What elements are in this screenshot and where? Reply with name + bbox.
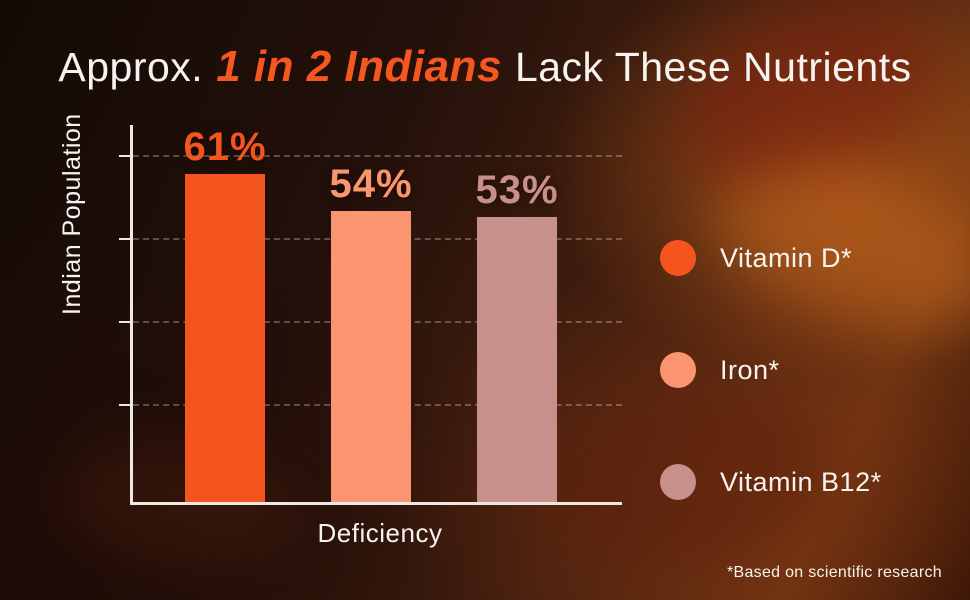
bar-group-iron: 54% xyxy=(329,125,413,502)
legend-item-vitamin-b12: Vitamin B12* xyxy=(660,464,882,500)
bar-group-vitamin-b12: 53% xyxy=(475,125,559,502)
title-highlight: 1 in 2 Indians xyxy=(216,42,502,91)
legend-item-vitamin-d: Vitamin D* xyxy=(660,240,882,276)
legend-label: Vitamin B12* xyxy=(720,466,882,497)
bar-group-vitamin-d: 61% xyxy=(183,125,267,502)
bar-iron xyxy=(331,211,411,502)
y-axis-label: Indian Population xyxy=(58,113,86,315)
chart-legend: Vitamin D* Iron* Vitamin B12* xyxy=(660,240,882,500)
legend-dot-icon xyxy=(660,352,696,388)
legend-label: Iron* xyxy=(720,354,780,385)
bar-value-label: 54% xyxy=(329,162,413,207)
footnote: *Based on scientific research xyxy=(726,564,942,581)
title-suffix: Lack These Nutrients xyxy=(514,44,912,90)
axis-tick xyxy=(119,403,130,406)
page-title: Approx. 1 in 2 Indians Lack These Nutrie… xyxy=(0,42,970,92)
gridline xyxy=(119,155,622,158)
background-bokeh xyxy=(658,0,962,220)
axis-tick xyxy=(119,321,130,324)
x-axis-label: Deficiency xyxy=(317,518,443,548)
bar-vitamin-b12 xyxy=(477,216,557,502)
bars-container: 61% 54% 53% xyxy=(133,125,622,502)
axis-tick xyxy=(119,238,130,241)
bar-value-label: 53% xyxy=(475,167,559,212)
bar-value-label: 61% xyxy=(183,125,267,169)
title-prefix: Approx. xyxy=(58,44,204,90)
legend-dot-icon xyxy=(660,464,696,500)
axis-tick xyxy=(119,155,130,158)
legend-item-iron: Iron* xyxy=(660,352,882,388)
bar-vitamin-d xyxy=(185,174,265,502)
bar-chart: 61% 54% 53% xyxy=(119,125,622,505)
legend-dot-icon xyxy=(660,240,696,276)
legend-label: Vitamin D* xyxy=(720,242,853,273)
